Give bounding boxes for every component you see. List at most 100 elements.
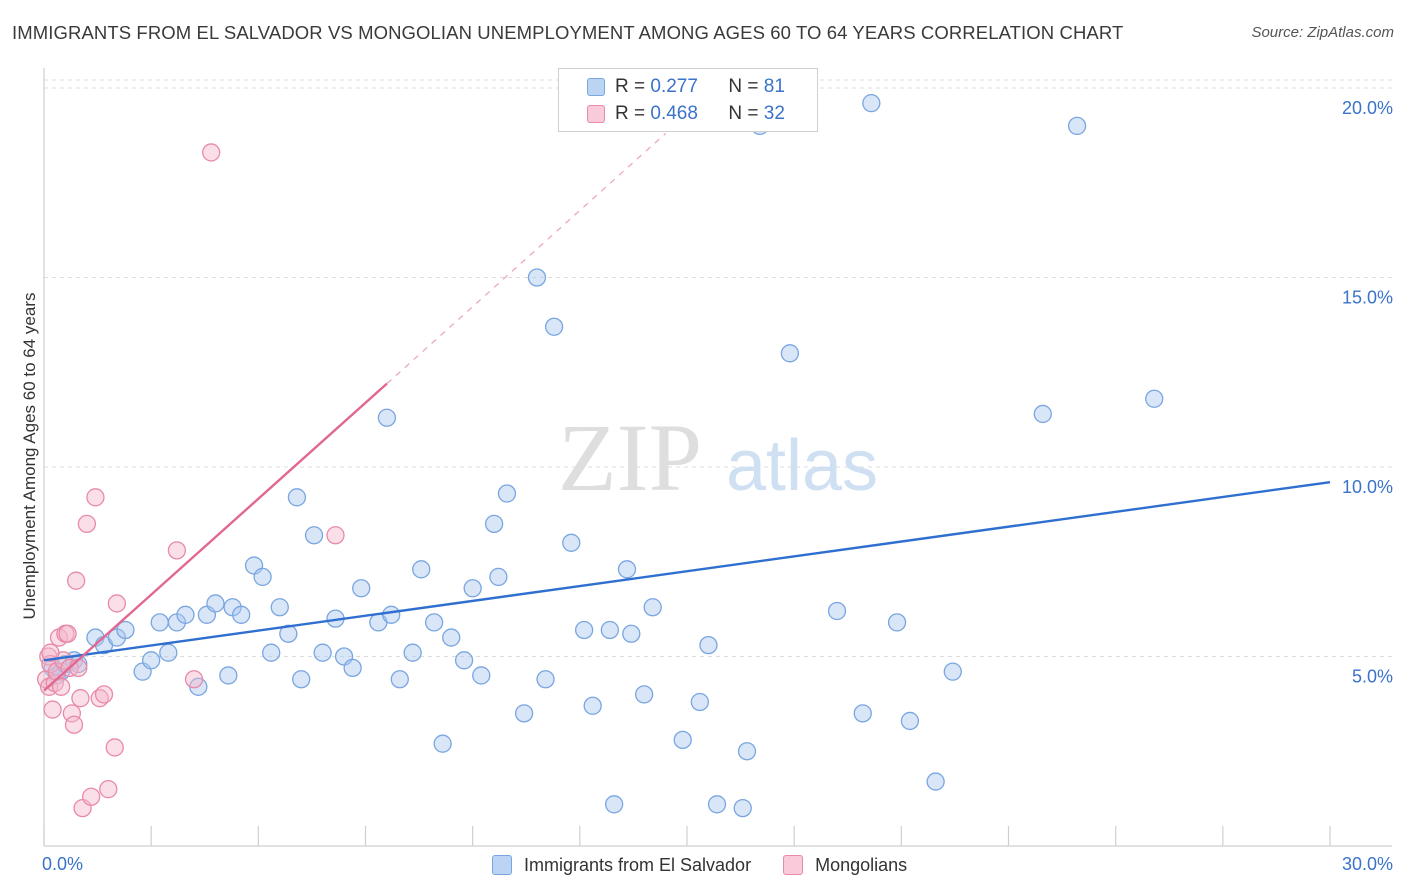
n-label: N =	[728, 76, 759, 97]
watermark-atlas: atlas	[726, 426, 878, 506]
legend-label-mongolians: Mongolians	[815, 854, 908, 875]
tick-labels: 5.0% 10.0% 15.0% 20.0% 0.0% 30.0%	[42, 98, 1393, 874]
data-point-el-salvador	[206, 594, 225, 613]
data-point-mongolians	[99, 780, 118, 799]
data-point-el-salvador	[150, 613, 169, 632]
y-tick-label: 10.0%	[1342, 477, 1393, 497]
data-point-el-salvador	[527, 268, 547, 287]
y-axis-label: Unemployment Among Ages 60 to 64 years	[20, 292, 39, 620]
data-point-el-salvador	[887, 613, 907, 632]
data-point-mongolians	[82, 787, 101, 806]
data-point-el-salvador	[377, 408, 397, 427]
data-point-mongolians	[202, 143, 221, 162]
data-point-el-salvador	[926, 772, 945, 791]
y-tick-label: 5.0%	[1352, 667, 1393, 687]
data-point-el-salvador	[262, 643, 281, 662]
chart-title: IMMIGRANTS FROM EL SALVADOR VS MONGOLIAN…	[12, 22, 1124, 43]
data-point-el-salvador	[699, 635, 718, 655]
y-tick-label: 15.0%	[1342, 288, 1393, 308]
watermark: ZIP atlas	[558, 404, 878, 511]
data-point-mongolians	[86, 488, 105, 507]
trend-line-mongolians	[43, 382, 388, 692]
data-point-el-salvador	[617, 560, 637, 579]
data-point-el-salvador	[287, 488, 307, 507]
data-point-el-salvador	[176, 605, 195, 624]
data-point-el-salvador	[562, 533, 581, 552]
r-label: R =	[615, 76, 646, 97]
data-point-el-salvador	[433, 734, 452, 753]
data-point-mongolians	[167, 541, 187, 560]
data-point-el-salvador	[454, 651, 474, 670]
data-point-mongolians	[51, 677, 71, 696]
data-point-mongolians	[105, 738, 124, 757]
data-point-el-salvador	[827, 601, 847, 621]
trend-line-mongolians-extension	[386, 132, 667, 385]
stats-row-el-salvador: R = 0.277 N = 81	[587, 75, 785, 99]
data-point-el-salvador	[390, 670, 409, 689]
data-point-el-salvador	[634, 685, 654, 704]
data-point-mongolians	[67, 571, 86, 590]
data-point-el-salvador	[270, 598, 289, 617]
data-point-mongolians	[77, 514, 97, 533]
axes	[43, 68, 1392, 847]
legend-swatch-pink	[783, 855, 804, 875]
data-point-mongolians	[64, 715, 84, 734]
data-point-el-salvador	[412, 560, 431, 579]
data-point-el-salvador	[253, 567, 272, 587]
data-point-el-salvador	[1033, 404, 1052, 424]
data-point-el-salvador	[403, 643, 422, 662]
data-point-mongolians	[94, 685, 114, 704]
data-point-el-salvador	[497, 484, 517, 503]
x-tick-label: 0.0%	[42, 854, 83, 874]
x-tick-label: 30.0%	[1342, 854, 1393, 874]
data-point-el-salvador	[304, 526, 324, 545]
n-value-mongolians: 32	[763, 103, 785, 124]
y-tick-label: 20.0%	[1342, 98, 1393, 118]
data-point-mongolians	[326, 526, 345, 545]
series-el-salvador-points	[43, 94, 1164, 818]
data-point-el-salvador	[382, 605, 401, 624]
data-point-el-salvador	[780, 344, 800, 363]
data-point-mongolians	[43, 700, 62, 719]
data-point-el-salvador	[643, 598, 662, 617]
data-point-mongolians	[62, 704, 82, 723]
legend-swatch-blue	[492, 855, 512, 875]
series-legend: Immigrants from El Salvador Mongolians	[492, 852, 939, 878]
n-label: N =	[728, 103, 759, 124]
data-point-mongolians	[41, 643, 60, 662]
data-point-mongolians	[184, 670, 204, 689]
data-point-el-salvador	[116, 620, 135, 640]
blue-swatch	[587, 78, 605, 96]
data-point-el-salvador	[142, 651, 161, 670]
data-point-el-salvador	[604, 795, 624, 814]
data-point-el-salvador	[313, 643, 332, 662]
data-point-el-salvador	[424, 613, 444, 632]
data-point-el-salvador	[574, 620, 594, 640]
r-label: R =	[615, 103, 646, 124]
r-value-mongolians: 0.468	[650, 103, 698, 124]
data-point-el-salvador	[484, 514, 504, 533]
data-point-el-salvador	[489, 567, 508, 587]
watermark-zip: ZIP	[558, 404, 702, 511]
data-point-el-salvador	[472, 666, 491, 685]
data-point-el-salvador	[352, 579, 371, 598]
trend-line-el-salvador	[43, 480, 1331, 662]
data-point-el-salvador	[514, 704, 534, 723]
data-point-el-salvador	[943, 662, 962, 681]
legend-label-el-salvador: Immigrants from El Salvador	[524, 854, 752, 875]
trend-lines	[43, 132, 1331, 692]
data-point-el-salvador	[707, 795, 727, 814]
data-point-el-salvador	[544, 317, 564, 336]
n-value-el-salvador: 81	[763, 76, 785, 97]
legend-item-mongolians: Mongolians	[783, 855, 907, 876]
data-point-el-salvador	[219, 666, 238, 685]
data-point-mongolians	[58, 624, 77, 643]
pink-swatch	[587, 105, 605, 123]
data-point-el-salvador	[1145, 389, 1164, 408]
data-point-el-salvador	[900, 711, 920, 731]
data-point-el-salvador	[737, 742, 757, 761]
source-label: Source: ZipAtlas.com	[1251, 24, 1394, 41]
data-point-el-salvador	[862, 94, 881, 113]
data-point-el-salvador	[343, 658, 362, 678]
